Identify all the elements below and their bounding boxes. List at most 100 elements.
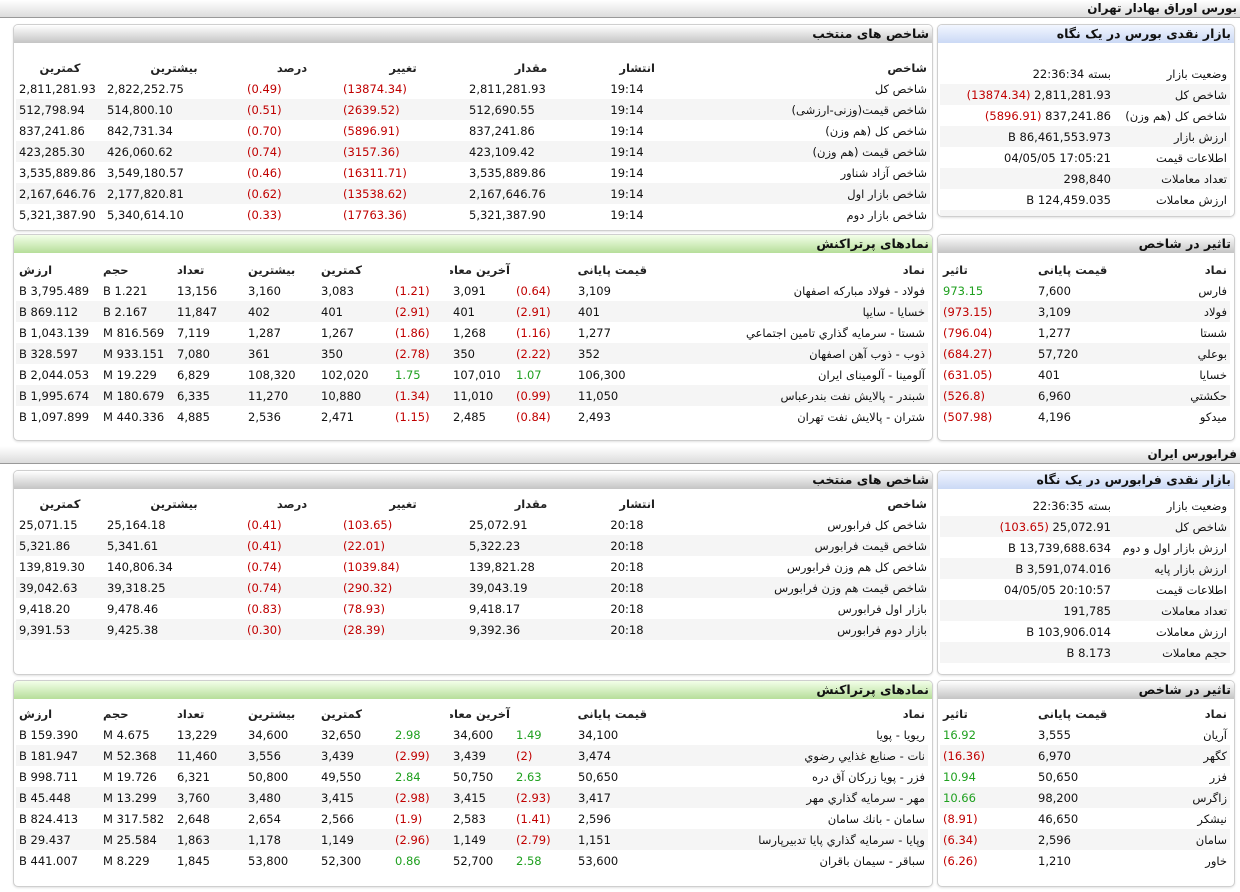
table-row[interactable]: شاخص آزاد شناور 19:14 3,535,889.86 (16311.7… — [16, 162, 930, 183]
active-cell: 11,460 — [174, 745, 245, 766]
tehran-active-table: نماد قیمت پایانی آخرین معامله کمترین بیشترین… — [16, 259, 928, 427]
table-row[interactable]: شتران - پالايش نفت تهران 2,493 (0.84) 2,485… — [16, 406, 928, 427]
active-cell: 1.07 — [516, 367, 542, 382]
indices-cell: شاخص قیمت هم وزن فرابورس — [658, 577, 930, 598]
snapshot-value-cell: 103,906.014 B — [940, 621, 1114, 642]
impact-cell: (631.05) — [943, 367, 993, 382]
indices-cell: (17763.36) — [343, 207, 407, 222]
indices-cell: 5,321.86 — [16, 535, 104, 556]
table-row[interactable]: فزر - پويا زركان آق دره 50,650 2.63 50,750 2… — [16, 766, 928, 787]
active-cell: (1.9) — [395, 811, 423, 826]
active-cell: 102,020 — [321, 367, 369, 382]
snapshot-value: 20:10:57 04/05/05 — [1004, 582, 1111, 597]
farabourse-impact-header: نماد قیمت پایانی تاثیر — [940, 703, 1230, 724]
active-cell: 1,268 — [453, 325, 486, 340]
table-row[interactable]: شاخص قیمت(وزنی-ارزشی) 19:14 512,690.55 (263… — [16, 99, 930, 120]
snapshot-row: ارزش معاملات 124,459.035 B — [940, 189, 1230, 210]
snapshot-label: وضعیت بازار — [1166, 498, 1227, 513]
active-cell: 50,650 — [578, 769, 619, 784]
table-row[interactable]: شاخص کل (هم وزن) 19:14 837,241.86 (5896.91)… — [16, 120, 930, 141]
indices-cell: 19:14 — [596, 183, 658, 204]
active-cell: 7,080 — [174, 343, 245, 364]
indices-cell: (103.65) — [343, 517, 393, 532]
table-row[interactable]: شاخص کل 19:14 2,811,281.93 (13874.34) (0.49)… — [16, 78, 930, 99]
table-row[interactable]: شاخص قیمت هم وزن فرابورس 20:18 39,043.19 (2… — [16, 577, 930, 598]
active-cell: شتران - پالايش نفت تهران — [797, 409, 925, 424]
table-row[interactable]: خاور 1,210 (6.26) — [940, 850, 1230, 871]
farabourse-indices-panel: شاخص های منتخب شاخص انتشار مقدار تغییر درصد ب… — [13, 470, 933, 675]
active-cell: 401 — [318, 301, 392, 322]
table-row[interactable]: آلومينا - آلومينای ايران 106,300 1.07 107,0… — [16, 364, 928, 385]
active-cell: 1,151 — [575, 829, 650, 850]
table-row[interactable]: شاخص کل فرابورس 20:18 25,072.91 (103.65) (0.… — [16, 514, 930, 535]
active-cell: 1.49 — [516, 727, 542, 742]
indices-cell: (0.41) — [244, 535, 340, 556]
table-row[interactable]: بوعلي 57,720 (684.27) — [940, 343, 1230, 364]
active-cell: 2.167 B — [100, 301, 174, 322]
table-row[interactable]: نیشکر 46,650 (8.91) — [940, 808, 1230, 829]
table-row[interactable]: بازار اول فرابورس 20:18 9,418.17 (78.93) (0.… — [16, 598, 930, 619]
table-row[interactable]: فولاد 3,109 (973.15) — [940, 301, 1230, 322]
active-cell: (2.91) — [513, 301, 575, 322]
indices-cell: شاخص قیمت فرابورس — [658, 535, 930, 556]
snapshot-value-cell: 2,811,281.93 (13874.34) — [940, 84, 1114, 105]
indices-cell: (1039.84) — [343, 559, 400, 574]
table-row[interactable]: مهر - سرمايه گذاري مهر 3,417 (2.93) 3,415 (2… — [16, 787, 928, 808]
table-row[interactable]: فولاد - فولاد مباركه اصفهان 3,109 (0.64) 3,… — [16, 280, 928, 301]
table-row[interactable]: شاخص قیمت فرابورس 20:18 5,322.23 (22.01) (0.… — [16, 535, 930, 556]
table-row[interactable]: آریان 3,555 16.92 — [940, 724, 1230, 745]
active-cell: 3,109 — [578, 283, 611, 298]
active-cell: 1,845 — [177, 853, 210, 868]
table-row[interactable]: فارس 7,600 973.15 — [940, 280, 1230, 301]
active-header-cell: ارزش — [19, 706, 53, 721]
indices-cell: (5896.91) — [343, 123, 400, 138]
table-row[interactable]: ذوب - ذوب آهن اصفهان 352 (2.22) 350 (2.78) 35… — [16, 343, 928, 364]
impact-cell: 16.92 — [943, 727, 976, 742]
indices-cell: 5,340,614.10 — [107, 207, 184, 222]
table-row[interactable]: شاخص بازار اول 19:14 2,167,646.76 (13538.62… — [16, 183, 930, 204]
table-row[interactable]: سامان 2,596 (6.34) — [940, 829, 1230, 850]
active-header-cell: کمترین — [321, 262, 362, 277]
table-row[interactable]: شاخص کل هم وزن فرابورس 20:18 139,821.28 (10… — [16, 556, 930, 577]
snapshot-value: 17:05:21 04/05/05 — [1004, 150, 1111, 165]
indices-cell: (0.74) — [244, 577, 340, 598]
indices-cell: 3,535,889.86 — [19, 165, 96, 180]
tehran-section-title: بورس اوراق بهادار تهران — [0, 0, 1240, 18]
table-row[interactable]: شستا 1,277 (796.04) — [940, 322, 1230, 343]
tehran-active-title: نمادهای پرتراکنش — [14, 235, 932, 253]
table-row[interactable]: ميدکو 4,196 (507.98) — [940, 406, 1230, 427]
table-row[interactable]: ريويا - پويا 34,100 1.49 34,600 2.98 32,650 34… — [16, 724, 928, 745]
table-row[interactable]: حکشتي 6,960 (526.8) — [940, 385, 1230, 406]
table-row[interactable]: شبندر - پالايش نفت بندرعباس 11,050 (0.99) 1… — [16, 385, 928, 406]
tehran-snapshot-rows: وضعیت بازار بسته 22:36:34 شاخص کل 2,811,281… — [940, 63, 1230, 216]
active-header-cell: تعداد — [177, 262, 205, 277]
table-row[interactable]: نات - صنايع غذايي رضوي 3,474 (2) 3,439 (2.99… — [16, 745, 928, 766]
table-row[interactable]: کگهر 6,970 (16.36) — [940, 745, 1230, 766]
table-row[interactable]: خسایا - سایپا 401 (2.91) 401 (2.91) 401 402 11,… — [16, 301, 928, 322]
active-cell: 10,880 — [318, 385, 392, 406]
table-row[interactable]: شاخص قیمت (هم وزن) 19:14 423,109.42 (3157.3… — [16, 141, 930, 162]
table-row[interactable]: بازار دوم فرابورس 20:18 9,392.36 (28.39) (0.… — [16, 619, 930, 640]
snapshot-value-cell: 24.983 B — [940, 210, 1114, 216]
table-row[interactable]: فزر 50,650 10.94 — [940, 766, 1230, 787]
indices-cell: 5,341.61 — [104, 535, 244, 556]
table-row[interactable]: شاخص بازار دوم 19:14 5,321,387.90 (17763.36… — [16, 204, 930, 225]
table-row[interactable]: زاگرس 98,200 10.66 — [940, 787, 1230, 808]
impact-cell: فارس — [1198, 283, 1227, 298]
table-row[interactable]: وپايا - سرمايه گذاري پايا تدبيرپارسا 1,15… — [16, 829, 928, 850]
active-cell: (1.34) — [392, 385, 450, 406]
active-cell: شستا - سرمايه گذاري تامين اجتماعي — [745, 325, 925, 340]
snapshot-label: شاخص کل — [1114, 516, 1230, 537]
indices-cell: 25,164.18 — [107, 517, 166, 532]
snapshot-row: شاخص کل 25,072.91 (103.65) — [940, 516, 1230, 537]
snapshot-label: ارزش بازار اول و دوم — [1122, 540, 1227, 555]
active-cell: 2,648 — [177, 811, 210, 826]
active-cell: 2,583 — [453, 811, 486, 826]
table-row[interactable]: شستا - سرمايه گذاري تامين اجتماعي 1,277 (1… — [16, 322, 928, 343]
snapshot-row: حجم معاملات24.983 B — [940, 210, 1230, 216]
table-row[interactable]: سامان - بانك سامان 2,596 (1.41) 2,583 (1.9) 2… — [16, 808, 928, 829]
active-cell: سباقر - سيمان باقران — [819, 853, 925, 868]
table-row[interactable]: سباقر - سيمان باقران 53,600 2.58 52,700 0.86… — [16, 850, 928, 871]
table-row[interactable]: خسایا 401 (631.05) — [940, 364, 1230, 385]
farabourse-indices-title: شاخص های منتخب — [14, 471, 932, 489]
